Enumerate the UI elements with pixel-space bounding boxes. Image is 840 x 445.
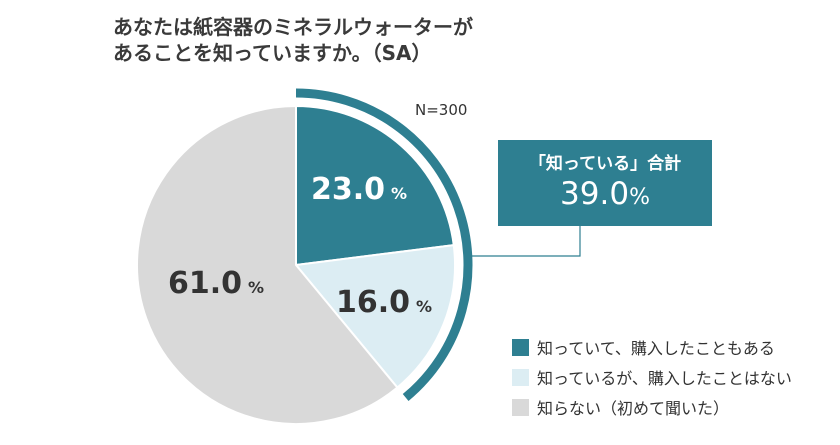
slice-value: 16.0 xyxy=(336,285,411,320)
legend: 知っていて、購入したこともある 知っているが、購入したことはない 知らない（初め… xyxy=(512,334,792,424)
slice-label-not-aware: 61.0% xyxy=(168,266,264,301)
legend-item: 知っていて、購入したこともある xyxy=(512,334,792,360)
slice-unit: % xyxy=(248,278,265,297)
callout-title: 「知っている」合計 xyxy=(528,154,682,174)
slice-value: 23.0 xyxy=(311,172,386,207)
callout-number: 39.0 xyxy=(560,176,630,212)
known-total-arc xyxy=(295,88,473,401)
pie-slice-aware-purchased xyxy=(295,104,455,267)
legend-item: 知っているが、購入したことはない xyxy=(512,364,792,390)
callout-unit: % xyxy=(629,185,650,210)
chart-title-line-2: あることを知っていますか。（SA） xyxy=(113,41,432,65)
chart-title-line-1: あなたは紙容器のミネラルウォーターが xyxy=(113,15,473,39)
pie-slice-aware-not-purchased xyxy=(294,243,456,389)
legend-label: 知っているが、購入したことはない xyxy=(537,369,792,388)
callout-value: 39.0% xyxy=(498,176,712,212)
chart-title: あなたは紙容器のミネラルウォーターが あることを知っていますか。（SA） xyxy=(113,14,633,66)
legend-swatch xyxy=(512,338,529,356)
legend-label: 知っていて、購入したこともある xyxy=(537,339,775,358)
legend-swatch xyxy=(512,398,529,416)
pie-slice-not-aware xyxy=(136,104,399,425)
slice-value: 61.0 xyxy=(168,266,243,301)
slice-unit: % xyxy=(391,184,408,203)
legend-item: 知らない（初めて聞いた） xyxy=(512,394,792,420)
known-total-callout: 「知っている」合計 39.0% xyxy=(498,140,712,226)
slice-label-aware-not-purchased: 16.0% xyxy=(336,285,432,320)
legend-label: 知らない（初めて聞いた） xyxy=(537,399,730,418)
callout-connector-line xyxy=(470,226,581,257)
sample-size-label: N=300 xyxy=(415,101,468,119)
slice-unit: % xyxy=(416,297,433,316)
legend-swatch xyxy=(512,368,529,386)
slice-label-aware-purchased: 23.0% xyxy=(311,172,407,207)
